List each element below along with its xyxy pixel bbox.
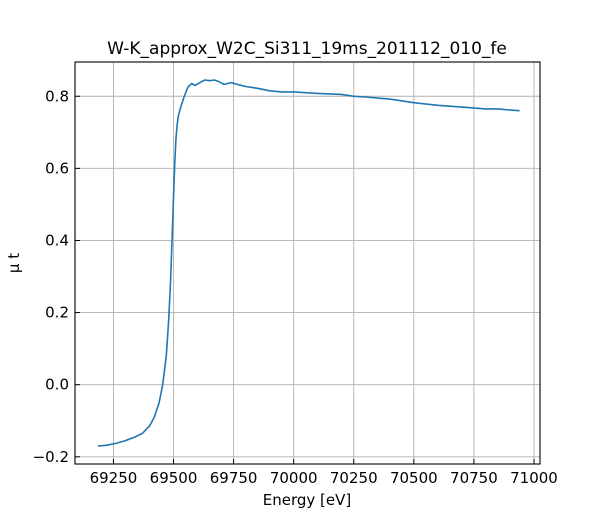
y-axis: −0.2 0.0 0.2 0.4 0.6 0.8 <box>33 87 80 466</box>
x-tick-label: 69500 <box>150 469 198 487</box>
y-tick-label: −0.2 <box>33 448 69 466</box>
y-tick-label: 0.4 <box>45 231 69 249</box>
chart-title: W-K_approx_W2C_Si311_19ms_201112_010_fe <box>107 39 507 59</box>
y-tick-label: 0.2 <box>45 304 69 322</box>
x-tick-label: 70750 <box>450 469 498 487</box>
y-tick-label: 0.8 <box>45 87 69 105</box>
plot-frame <box>74 61 541 465</box>
x-axis: 69250 69500 69750 70000 70250 70500 70750 71000 <box>90 459 558 487</box>
x-tick-label: 70500 <box>390 469 438 487</box>
x-tick-label: 69750 <box>210 469 258 487</box>
x-tick-label: 69250 <box>90 469 138 487</box>
series-line <box>97 79 520 447</box>
x-axis-label: Energy [eV] <box>263 491 351 509</box>
y-tick-label: 0.6 <box>45 159 69 177</box>
y-axis-label: μ t <box>5 253 23 273</box>
x-tick-label: 70000 <box>270 469 318 487</box>
x-tick-label: 71000 <box>510 469 558 487</box>
grid-lines <box>75 62 540 464</box>
y-tick-label: 0.0 <box>45 376 69 394</box>
x-tick-label: 70250 <box>330 469 378 487</box>
